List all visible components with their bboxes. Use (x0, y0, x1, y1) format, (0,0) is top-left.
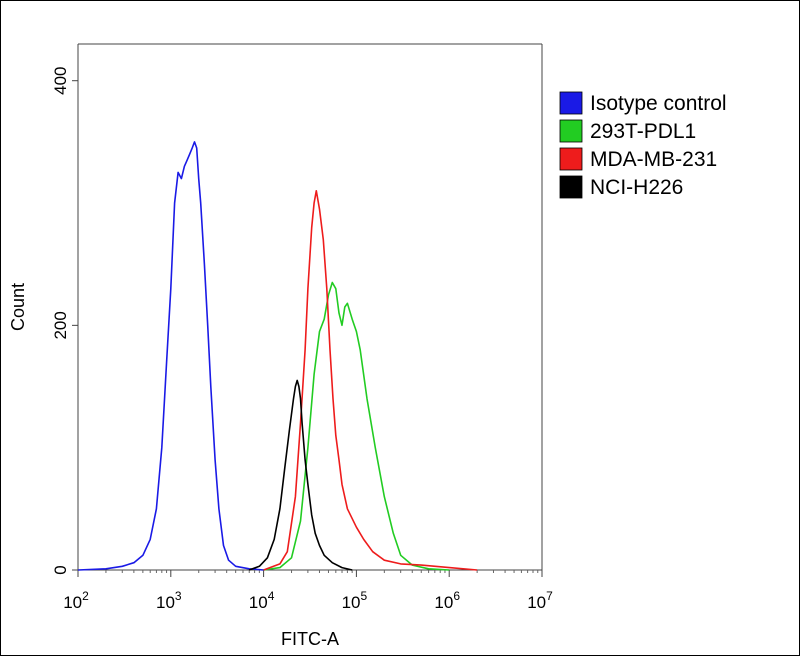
axis-ticks: 0 200 400 102 103 104 105 106 107 (51, 67, 553, 612)
x-tick-label: 106 (434, 589, 460, 612)
y-tick-label: 400 (51, 67, 70, 95)
legend-label: MDA-MB-231 (590, 148, 717, 171)
y-tick-label: 0 (51, 565, 70, 574)
legend-label: 293T-PDL1 (590, 120, 696, 143)
legend-swatch (559, 175, 583, 199)
legend-swatch (559, 119, 583, 143)
x-tick-label: 105 (342, 589, 368, 612)
x-tick-exponent: 5 (361, 589, 368, 603)
x-tick-label: 107 (527, 589, 553, 612)
plot-area (77, 43, 543, 571)
x-tick-exponent: 7 (546, 589, 553, 603)
x-tick-label: 102 (63, 589, 89, 612)
legend-swatch (559, 91, 583, 115)
x-axis-title: FITC-A (281, 629, 339, 649)
x-tick-label: 104 (249, 589, 275, 612)
series-lines (77, 141, 478, 571)
x-tick-label: 103 (156, 589, 182, 612)
series-line-1 (263, 281, 450, 571)
legend: Isotype control 293T-PDL1 MDA-MB-231 NCI-H2… (559, 91, 727, 199)
x-tick-exponent: 4 (268, 589, 275, 603)
series-line-3 (248, 379, 353, 571)
legend-swatch (559, 147, 583, 171)
x-tick-exponent: 2 (82, 589, 89, 603)
legend-label: NCI-H226 (590, 176, 683, 199)
series-line-0 (77, 141, 264, 571)
x-tick-exponent: 6 (453, 589, 460, 603)
series-line-2 (263, 190, 478, 571)
x-tick-exponent: 3 (175, 589, 182, 603)
y-tick-label: 200 (51, 311, 70, 339)
legend-label: Isotype control (590, 92, 727, 115)
y-axis-title: Count (8, 283, 28, 331)
